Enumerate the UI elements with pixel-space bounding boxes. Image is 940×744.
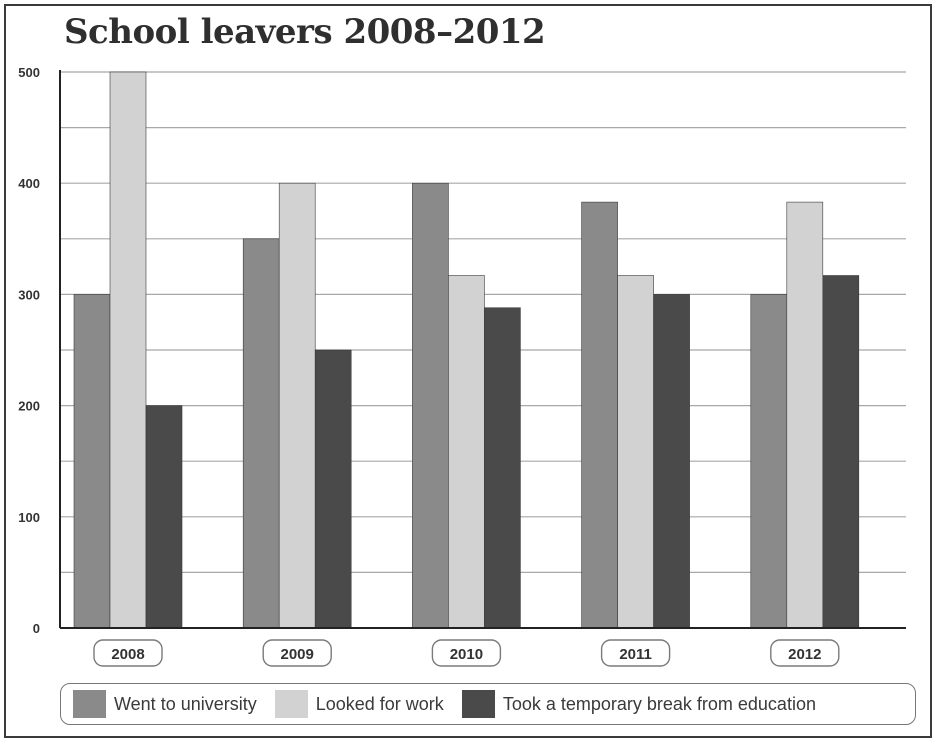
x-tick-label: 2008 <box>111 646 144 663</box>
bar-took-a-temporary-break-from-education-2011 <box>653 294 690 629</box>
legend-item: Looked for work <box>274 690 444 718</box>
bar-took-a-temporary-break-from-education-2012 <box>822 275 860 629</box>
y-tick-label: 300 <box>18 287 40 302</box>
x-tick-label: 2009 <box>281 646 314 663</box>
legend-item: Took a temporary break from education <box>461 690 816 718</box>
x-tick-box <box>93 639 163 667</box>
legend-label: Took a temporary break from education <box>502 693 816 714</box>
bar-looked-for-work-2009 <box>278 182 316 629</box>
legend-swatch <box>274 690 308 718</box>
bar-took-a-temporary-break-from-education-2008 <box>145 405 183 629</box>
y-tick-label: 0 <box>33 621 40 636</box>
bar-went-to-university-2012 <box>750 294 788 629</box>
bar-looked-for-work-2008 <box>109 71 147 629</box>
bar-looked-for-work-2012 <box>786 201 824 629</box>
legend-swatch <box>461 690 495 718</box>
x-tick-box <box>262 639 332 667</box>
chart-title: School leavers 2008–2012 <box>64 12 546 52</box>
bar-took-a-temporary-break-from-education-2009 <box>314 349 352 629</box>
x-tick-label: 2012 <box>788 646 821 663</box>
legend-label: Went to university <box>114 693 257 714</box>
bar-went-to-university-2010 <box>412 182 449 629</box>
bar-looked-for-work-2011 <box>617 275 654 629</box>
legend-item: Went to university <box>73 690 257 718</box>
chart-legend: Went to university Looked for work Took a … <box>60 683 916 725</box>
x-tick-box <box>600 639 671 667</box>
bar-went-to-university-2009 <box>242 238 280 629</box>
x-tick-label: 2010 <box>450 646 483 663</box>
bar-looked-for-work-2010 <box>448 275 485 629</box>
x-tick-box <box>770 639 840 667</box>
y-tick-label: 100 <box>18 510 40 525</box>
legend-label: Looked for work <box>315 693 444 714</box>
y-tick-label: 500 <box>18 65 40 80</box>
bar-took-a-temporary-break-from-education-2010 <box>484 307 521 629</box>
x-tick-label: 2011 <box>619 646 652 663</box>
bar-went-to-university-2011 <box>581 201 618 629</box>
y-tick-label: 400 <box>18 176 40 191</box>
bar-went-to-university-2008 <box>73 294 111 629</box>
x-tick-box <box>431 639 502 667</box>
y-tick-label: 200 <box>18 399 40 414</box>
legend-swatch <box>73 690 106 718</box>
